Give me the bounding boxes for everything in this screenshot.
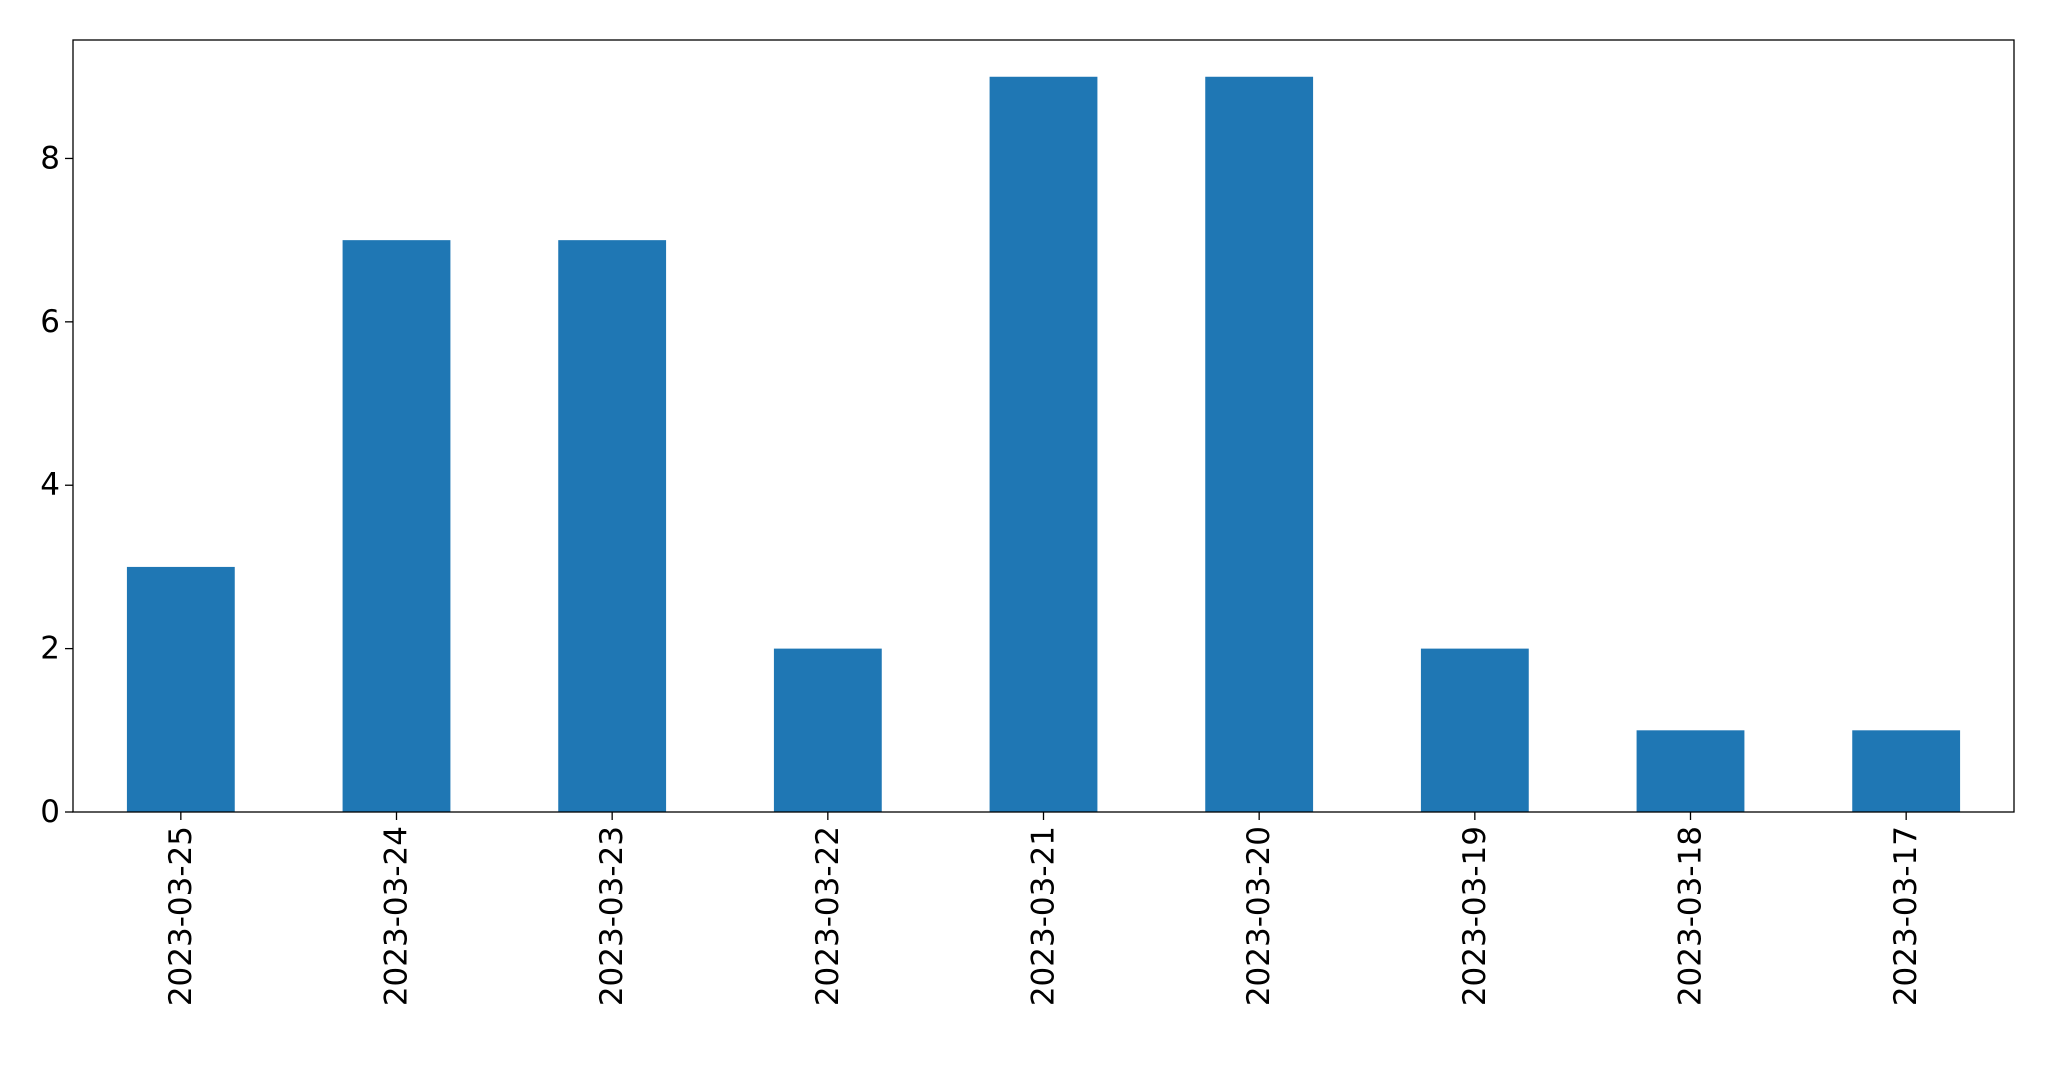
x-axis: 2023-03-25 2023-03-24 2023-03-23 2023-03-22… bbox=[163, 812, 1924, 1006]
bar-2023-03-21 bbox=[989, 76, 1098, 812]
bar-2023-03-17 bbox=[1852, 730, 1961, 812]
bar-2023-03-25 bbox=[126, 566, 235, 812]
x-tick-label: 2023-03-25 bbox=[163, 826, 199, 1006]
y-axis: 0 2 4 6 8 bbox=[40, 140, 73, 830]
y-tick-label: 8 bbox=[40, 140, 60, 176]
bars-layer bbox=[126, 76, 1961, 813]
x-tick-label: 2023-03-19 bbox=[1457, 826, 1493, 1006]
y-tick-label: 4 bbox=[40, 467, 60, 503]
bar-2023-03-19 bbox=[1420, 648, 1529, 812]
x-tick-label: 2023-03-24 bbox=[379, 826, 415, 1006]
bar-2023-03-24 bbox=[342, 240, 451, 813]
x-tick-label: 2023-03-23 bbox=[594, 826, 630, 1006]
bar-2023-03-18 bbox=[1636, 730, 1745, 812]
x-tick-label: 2023-03-21 bbox=[1026, 826, 1062, 1006]
plot-area-frame bbox=[72, 39, 2015, 813]
bar-2023-03-20 bbox=[1205, 76, 1314, 812]
bar-2023-03-23 bbox=[558, 240, 667, 813]
x-tick-label: 2023-03-22 bbox=[810, 826, 846, 1006]
y-tick-label: 2 bbox=[40, 631, 60, 667]
y-tick-label: 6 bbox=[40, 304, 60, 340]
y-tick-label: 0 bbox=[40, 794, 60, 830]
bar-2023-03-22 bbox=[773, 648, 882, 812]
x-tick-label: 2023-03-18 bbox=[1673, 826, 1709, 1006]
x-tick-label: 2023-03-20 bbox=[1241, 826, 1277, 1006]
x-tick-label: 2023-03-17 bbox=[1888, 826, 1924, 1006]
